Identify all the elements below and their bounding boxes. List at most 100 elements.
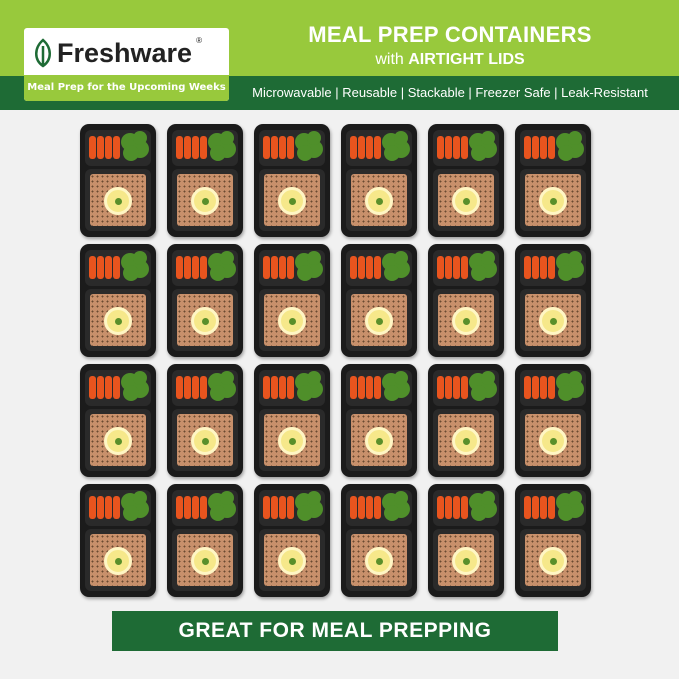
carrot xyxy=(437,256,444,279)
meal-container xyxy=(254,124,330,237)
carrot xyxy=(548,136,555,159)
brand-name: Freshware ® xyxy=(32,37,202,69)
carrot xyxy=(366,376,373,399)
broccoli xyxy=(133,131,147,145)
brand-logo: Freshware ® Meal Prep for the Upcoming W… xyxy=(24,28,229,101)
bottom-compartment xyxy=(172,169,238,231)
lemon-slice xyxy=(365,427,393,455)
carrot xyxy=(453,496,460,519)
meal-container xyxy=(80,124,156,237)
leaf-icon xyxy=(35,38,51,68)
carrot xyxy=(279,496,286,519)
top-compartment xyxy=(85,250,151,286)
carrot xyxy=(89,496,96,519)
salmon xyxy=(525,414,581,466)
bottom-compartment xyxy=(346,169,412,231)
carrot xyxy=(350,256,357,279)
top-compartment xyxy=(346,490,412,526)
broccoli xyxy=(384,265,400,281)
lemon-slice xyxy=(539,427,567,455)
herb xyxy=(550,318,557,325)
bottom-compartment xyxy=(259,289,325,351)
carrot xyxy=(279,136,286,159)
carrot xyxy=(97,496,104,519)
carrot xyxy=(105,376,112,399)
meal-container xyxy=(80,484,156,597)
top-compartment xyxy=(346,370,412,406)
broccoli xyxy=(471,145,487,161)
carrot xyxy=(192,496,199,519)
carrot xyxy=(200,496,207,519)
carrot xyxy=(453,136,460,159)
meal-container xyxy=(254,484,330,597)
top-compartment xyxy=(346,250,412,286)
lemon-slice xyxy=(278,427,306,455)
meal-container xyxy=(428,244,504,357)
carrot xyxy=(540,496,547,519)
lemon-slice xyxy=(191,307,219,335)
broccoli xyxy=(384,505,400,521)
carrot xyxy=(184,376,191,399)
salmon xyxy=(264,174,320,226)
meal-container xyxy=(167,484,243,597)
meal-container xyxy=(341,484,417,597)
lemon-slice xyxy=(278,187,306,215)
broccoli xyxy=(558,265,574,281)
broccoli xyxy=(558,505,574,521)
broccoli xyxy=(220,371,234,385)
lemon-slice xyxy=(104,427,132,455)
broccoli xyxy=(133,371,147,385)
carrot xyxy=(105,136,112,159)
herb xyxy=(463,198,470,205)
herb xyxy=(550,198,557,205)
carrot xyxy=(287,376,294,399)
meal-container xyxy=(341,124,417,237)
salmon xyxy=(264,414,320,466)
salmon xyxy=(525,534,581,586)
salmon xyxy=(438,414,494,466)
meal-container xyxy=(341,244,417,357)
broccoli xyxy=(307,251,321,265)
broccoli xyxy=(481,251,495,265)
carrot xyxy=(437,496,444,519)
top-compartment xyxy=(85,490,151,526)
brand-tagline: Meal Prep for the Upcoming Weeks xyxy=(24,75,229,101)
carrot xyxy=(461,496,468,519)
bottom-compartment xyxy=(85,169,151,231)
top-compartment xyxy=(433,490,499,526)
carrot xyxy=(200,256,207,279)
carrot xyxy=(105,256,112,279)
lemon-slice xyxy=(104,547,132,575)
carrot xyxy=(279,376,286,399)
broccoli xyxy=(568,251,582,265)
carrot xyxy=(113,256,120,279)
broccoli xyxy=(307,491,321,505)
carrot xyxy=(287,136,294,159)
carrot xyxy=(461,256,468,279)
carrot xyxy=(532,256,539,279)
herb xyxy=(115,438,122,445)
broccoli xyxy=(384,385,400,401)
broccoli xyxy=(210,385,226,401)
carrot xyxy=(358,136,365,159)
herb xyxy=(289,318,296,325)
top-compartment xyxy=(172,370,238,406)
broccoli xyxy=(394,491,408,505)
salmon xyxy=(90,294,146,346)
broccoli xyxy=(394,371,408,385)
bottom-compartment xyxy=(433,169,499,231)
bottom-banner: GREAT FOR MEAL PREPPING xyxy=(112,611,558,651)
broccoli xyxy=(471,385,487,401)
meal-container xyxy=(428,364,504,477)
bottom-compartment xyxy=(259,529,325,591)
broccoli xyxy=(220,251,234,265)
salmon xyxy=(438,534,494,586)
herb xyxy=(115,198,122,205)
carrot xyxy=(113,376,120,399)
page-title: MEAL PREP CONTAINERS xyxy=(308,22,592,47)
top-compartment xyxy=(172,130,238,166)
carrot xyxy=(97,376,104,399)
top-compartment xyxy=(520,370,586,406)
carrot xyxy=(548,376,555,399)
salmon xyxy=(177,294,233,346)
